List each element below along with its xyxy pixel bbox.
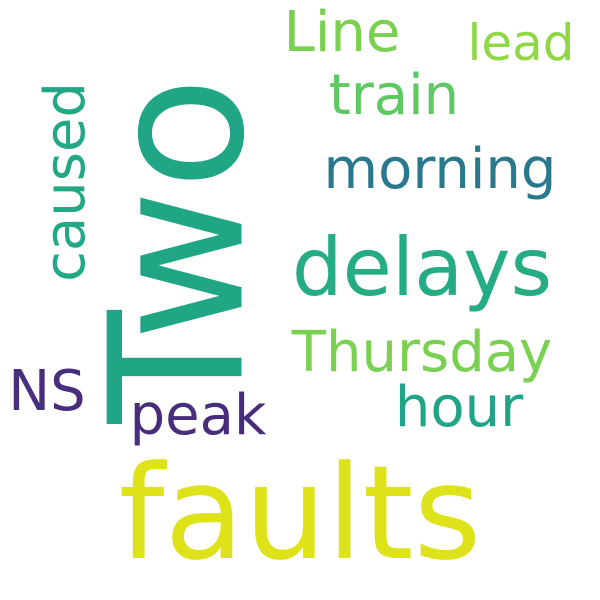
word-morning: morning — [323, 137, 557, 202]
word-hour: hour — [394, 375, 524, 440]
word-train: train — [328, 63, 460, 128]
word-peak: peak — [129, 383, 267, 448]
word-faults: faults — [118, 437, 482, 589]
word-ns: NS — [8, 359, 86, 424]
word-caused: caused — [33, 82, 98, 282]
word-two: Two — [69, 76, 286, 424]
word-thursday: Thursday — [291, 320, 553, 385]
word-line: Line — [283, 0, 401, 65]
word-lead: lead — [467, 14, 575, 72]
word-delays: delays — [291, 221, 553, 314]
